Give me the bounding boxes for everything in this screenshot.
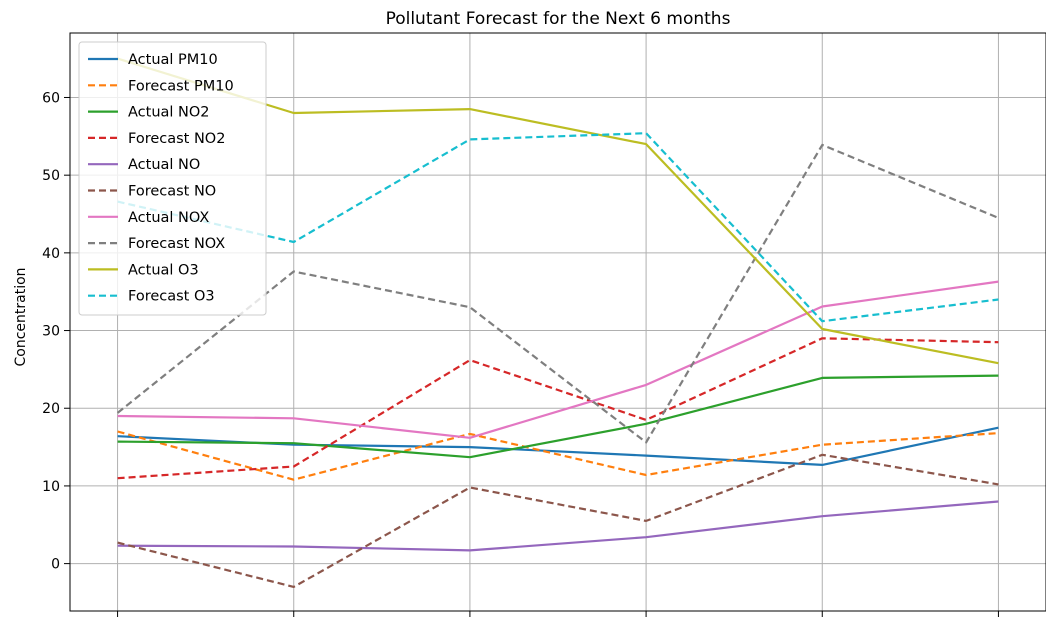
y-tick-label: 30 [42, 324, 60, 340]
legend-label: Forecast NO [128, 184, 216, 200]
y-tick-label: 20 [42, 401, 60, 417]
series-line-forecast-no [117, 453, 999, 589]
series-line-actual-nox [117, 280, 999, 439]
legend-label: Actual PM10 [128, 52, 218, 68]
axis-ticks: 0 10 20 30 40 50 60 [42, 90, 999, 617]
legend: Actual PM10 Forecast PM10 Actual NO2 Foreca… [78, 41, 267, 316]
legend-label: Forecast NOX [128, 236, 225, 252]
series-line-actual-pm10 [117, 426, 999, 466]
legend-label: Forecast NO2 [128, 131, 225, 147]
y-tick-label: 40 [42, 246, 60, 262]
y-axis-label: Concentration [13, 267, 29, 366]
plot-area-frame [69, 32, 1046, 612]
legend-label: Actual O3 [128, 262, 199, 278]
y-tick-label: 50 [42, 168, 60, 184]
legend-label: Forecast PM10 [128, 78, 234, 94]
series-line-forecast-o3 [117, 132, 999, 323]
y-tick-label: 0 [51, 557, 60, 573]
legend-box [78, 41, 267, 316]
series-line-actual-no [117, 500, 999, 552]
y-tick-label: 60 [42, 90, 60, 106]
y-tick-label: 10 [42, 479, 60, 495]
series-group [116, 57, 999, 589]
series-line-forecast-no2 [117, 337, 999, 480]
chart-title: Pollutant Forecast for the Next 6 months [386, 9, 731, 29]
legend-label: Actual NO2 [128, 105, 210, 121]
series-line-forecast-pm10 [117, 430, 999, 481]
legend-label: Forecast O3 [128, 289, 215, 305]
legend-label: Actual NO [128, 157, 200, 173]
legend-label: Actual NOX [128, 210, 209, 226]
series-line-actual-no2 [117, 374, 999, 459]
